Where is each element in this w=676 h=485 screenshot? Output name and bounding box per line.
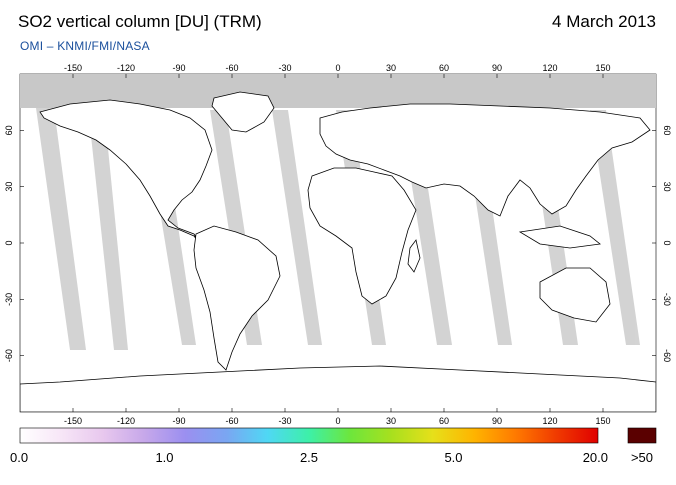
lat-tick-label: 30 (662, 182, 672, 192)
lon-tick-label: -30 (278, 416, 291, 426)
lon-tick-label: -150 (64, 416, 82, 426)
lon-axis-top: -150 -120 -90 -60 -30 0 30 60 90 120 150 (64, 63, 611, 78)
lon-tick-label: 30 (386, 416, 396, 426)
lon-tick-label: -60 (225, 63, 238, 73)
lon-tick-label: -120 (117, 416, 135, 426)
lon-tick-label: 0 (335, 416, 340, 426)
colorbar (19, 427, 599, 444)
lon-tick-label: -150 (64, 63, 82, 73)
lon-tick-label: 90 (492, 63, 502, 73)
lon-tick-label: -60 (225, 416, 238, 426)
lon-tick-label: 60 (439, 416, 449, 426)
lat-tick-label: 0 (4, 240, 14, 245)
lon-tick-label: 120 (542, 63, 557, 73)
colorbar-labels: 0.0 1.0 2.5 5.0 20.0 >50 (10, 450, 653, 465)
lon-tick-label: 150 (595, 416, 610, 426)
colorbar-label: 2.5 (300, 450, 318, 465)
colorbar-label: 5.0 (444, 450, 462, 465)
lon-tick-label: 90 (492, 416, 502, 426)
lat-tick-label: -30 (4, 293, 14, 306)
lat-tick-label: 0 (662, 240, 672, 245)
lon-tick-label: -120 (117, 63, 135, 73)
lat-axis-left: 60 30 0 -30 -60 (4, 125, 24, 362)
date-label: 4 March 2013 (552, 12, 656, 31)
colorbar-label: 1.0 (155, 450, 173, 465)
lat-tick-label: -30 (662, 293, 672, 306)
lon-tick-label: 60 (439, 63, 449, 73)
lon-tick-label: -90 (172, 63, 185, 73)
colorbar-overflow-label: >50 (631, 450, 653, 465)
lon-tick-label: -90 (172, 416, 185, 426)
lon-tick-label: 0 (335, 63, 340, 73)
lat-axis-right: 60 30 0 -30 -60 (652, 125, 672, 362)
lat-tick-label: 60 (4, 125, 14, 135)
lat-tick-label: 30 (4, 182, 14, 192)
colorbar-label: 20.0 (583, 450, 608, 465)
page-title: SO2 vertical column [DU] (TRM) (18, 12, 262, 31)
lon-tick-label: 120 (542, 416, 557, 426)
coastlines (20, 91, 656, 412)
lon-tick-label: -30 (278, 63, 291, 73)
lon-axis-bottom: -150 -120 -90 -60 -30 0 30 60 90 120 150 (64, 408, 611, 426)
colorbar-label: 0.0 (10, 450, 28, 465)
colorbar-overflow-swatch (627, 427, 657, 444)
lat-tick-label: 60 (662, 125, 672, 135)
lon-tick-label: 30 (386, 63, 396, 73)
lat-tick-label: -60 (4, 349, 14, 362)
credit-subtitle: OMI – KNMI/FMI/NASA (20, 39, 150, 53)
lon-tick-label: 150 (595, 63, 610, 73)
lat-tick-label: -60 (662, 349, 672, 362)
